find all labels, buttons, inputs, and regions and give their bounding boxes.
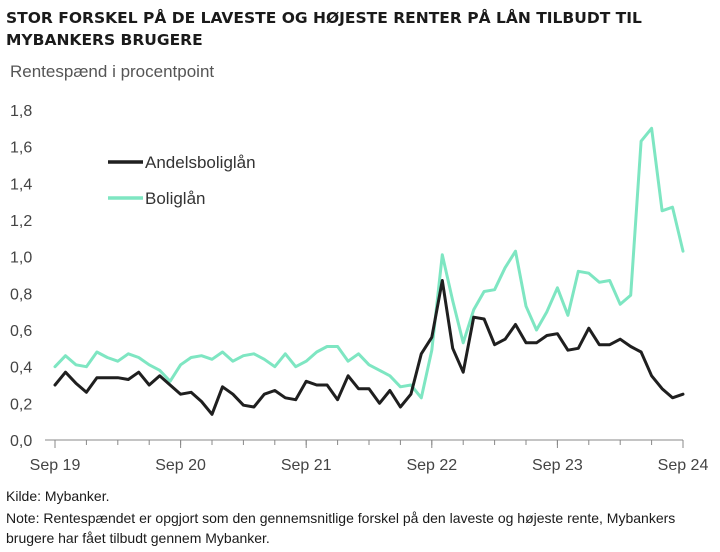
- legend-label: Boliglån: [145, 189, 206, 208]
- y-tick-label: 0,0: [10, 433, 32, 450]
- y-tick-label: 1,2: [10, 213, 32, 230]
- chart-title: STOR FORSKEL PÅ DE LAVESTE OG HØJESTE RE…: [6, 9, 642, 49]
- x-tick-label: Sep 23: [532, 457, 583, 474]
- y-axis-ticks: 0,0 0,2 0,4 0,6 0,8 1,0 1,2 1,4 1,6 1,8: [10, 103, 32, 450]
- series-lines: [53, 126, 685, 416]
- x-tick-label: Sep 22: [406, 457, 457, 474]
- x-axis: Sep 19 Sep 20 Sep 21 Sep 22 Sep 23 Sep 24: [30, 439, 709, 474]
- legend: Andelsboliglån Boliglån: [108, 153, 256, 208]
- y-tick-label: 0,6: [10, 323, 32, 340]
- source-note: Kilde: Mybanker.: [6, 488, 110, 504]
- y-tick-label: 1,4: [10, 176, 32, 193]
- y-tick-label: 0,4: [10, 360, 32, 377]
- y-tick-label: 1,0: [10, 250, 32, 267]
- y-tick-label: 1,8: [10, 103, 32, 120]
- x-tick-label: Sep 24: [658, 457, 709, 474]
- series-line-boliglaan: [53, 126, 685, 400]
- x-tick-label: Sep 21: [281, 457, 332, 474]
- y-tick-label: 0,8: [10, 286, 32, 303]
- series-line-andelsboliglaan: [53, 279, 685, 416]
- x-tick-label: Sep 20: [155, 457, 206, 474]
- x-tick-label: Sep 19: [30, 457, 81, 474]
- y-axis-label: Rentespænd i procentpoint: [10, 62, 215, 81]
- y-tick-label: 1,6: [10, 140, 32, 157]
- legend-label: Andelsboliglån: [145, 153, 256, 172]
- footnote: Note: Rentespændet er opgjort som den ge…: [6, 510, 676, 546]
- y-tick-label: 0,2: [10, 396, 32, 413]
